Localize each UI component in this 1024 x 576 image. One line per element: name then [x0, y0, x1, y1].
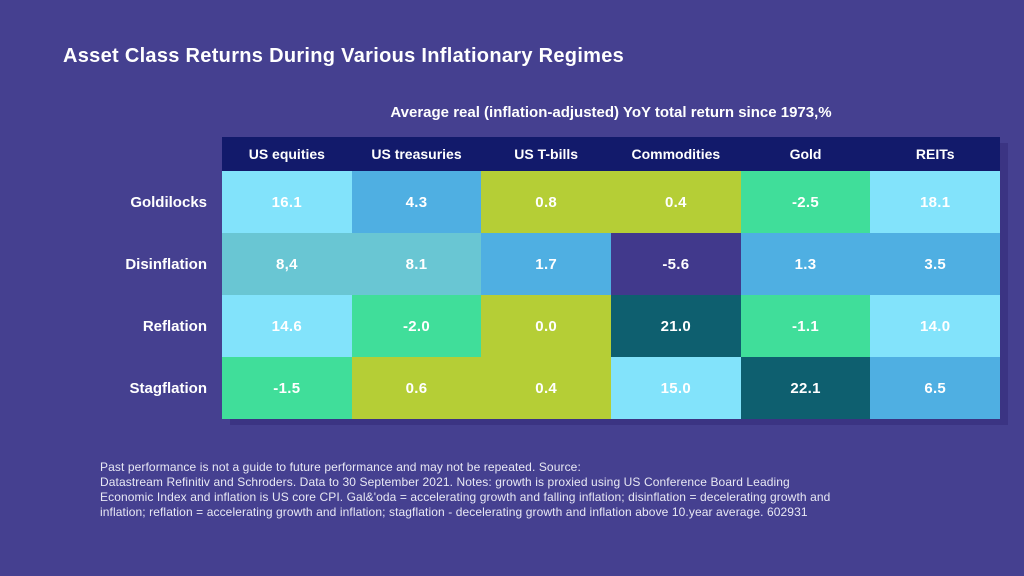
heatmap-cell-reflation-reits: 14.0: [870, 295, 1001, 357]
heatmap-cell-disinflation-us-equities: 8,4: [222, 233, 352, 295]
heatmap-cell-goldilocks-us-t-bills: 0.8: [481, 171, 612, 233]
heatmap-cell-stagflation-us-equities: -1.5: [222, 357, 352, 419]
row-labels-column: Goldilocks Disinflation Reflation Stagflati…: [0, 171, 207, 419]
heatmap-cell-reflation-us-treasuries: -2.0: [351, 295, 482, 357]
heatmap-cell-reflation-gold: -1.1: [740, 295, 871, 357]
table-row-goldilocks: 16.1 4.3 0.8 0.4 -2.5 18.1: [222, 171, 1001, 233]
chart-title: Asset Class Returns During Various Infla…: [63, 45, 625, 67]
heatmap-cell-stagflation-us-t-bills: 0.4: [481, 357, 612, 419]
heatmap-cell-goldilocks-reits: 18.1: [870, 171, 1001, 233]
footnote-line-3: Economic Index and inflation is US core …: [100, 490, 831, 504]
heatmap-cell-reflation-us-t-bills: 0.0: [481, 295, 612, 357]
chart-subtitle: Average real (inflation-adjusted) YoY to…: [390, 104, 832, 121]
column-header-reits: REITs: [915, 146, 955, 162]
column-header-us-t-bills: US T-bills: [514, 146, 579, 162]
row-label-reflation: Reflation: [142, 317, 207, 335]
footnote-line-2: Datastream Refinitiv and Schroders. Data…: [100, 475, 790, 489]
heatmap-table: US equities US treasuries US T-bills Commod…: [222, 137, 1001, 419]
heatmap-cell-goldilocks-commodities: 0.4: [611, 171, 741, 233]
table-row-disinflation: 8,4 8.1 1.7 -5.6 1.3 3.5: [222, 233, 1001, 295]
heatmap-cell-disinflation-reits: 3.5: [870, 233, 1001, 295]
heatmap-cell-disinflation-us-treasuries: 8.1: [351, 233, 482, 295]
footnote: Past performance is not a guide to futur…: [100, 460, 830, 520]
table-body: 16.1 4.3 0.8 0.4 -2.5 18.1 8,4 8.1 1.7 -5.6 1.3 3.5…: [222, 171, 1001, 419]
column-header-us-treasuries: US treasuries: [371, 146, 462, 162]
row-label-stagflation: Stagflation: [129, 379, 208, 397]
heatmap-cell-goldilocks-us-treasuries: 4.3: [351, 171, 482, 233]
heatmap-cell-goldilocks-us-equities: 16.1: [222, 171, 352, 233]
heatmap-cell-disinflation-commodities: -5.6: [611, 233, 741, 295]
footnote-line-1: Past performance is not a guide to futur…: [100, 460, 581, 474]
heatmap-cell-stagflation-commodities: 15.0: [611, 357, 741, 419]
column-header-us-equities: US equities: [248, 146, 325, 162]
table-header-row: US equities US treasuries US T-bills Commod…: [222, 137, 1000, 171]
row-label-goldilocks: Goldilocks: [130, 193, 207, 211]
footnote-line-4: inflation; reflation = accelerating grow…: [100, 505, 808, 519]
column-header-commodities: Commodities: [631, 146, 721, 162]
row-label-disinflation: Disinflation: [125, 255, 207, 273]
heatmap-cell-reflation-commodities: 21.0: [611, 295, 741, 357]
table-row-reflation: 14.6 -2.0 0.0 21.0 -1.1 14.0: [222, 295, 1001, 357]
heatmap-cell-goldilocks-gold: -2.5: [740, 171, 871, 233]
heatmap-cell-stagflation-us-treasuries: 0.6: [351, 357, 482, 419]
column-header-gold: Gold: [789, 146, 822, 162]
heatmap-cell-reflation-us-equities: 14.6: [222, 295, 352, 357]
heatmap-cell-disinflation-gold: 1.3: [740, 233, 871, 295]
heatmap-cell-stagflation-gold: 22.1: [740, 357, 871, 419]
heatmap-cell-disinflation-us-t-bills: 1.7: [481, 233, 612, 295]
heatmap-cell-stagflation-reits: 6.5: [870, 357, 1001, 419]
table-row-stagflation: -1.5 0.6 0.4 15.0 22.1 6.5: [222, 357, 1001, 419]
